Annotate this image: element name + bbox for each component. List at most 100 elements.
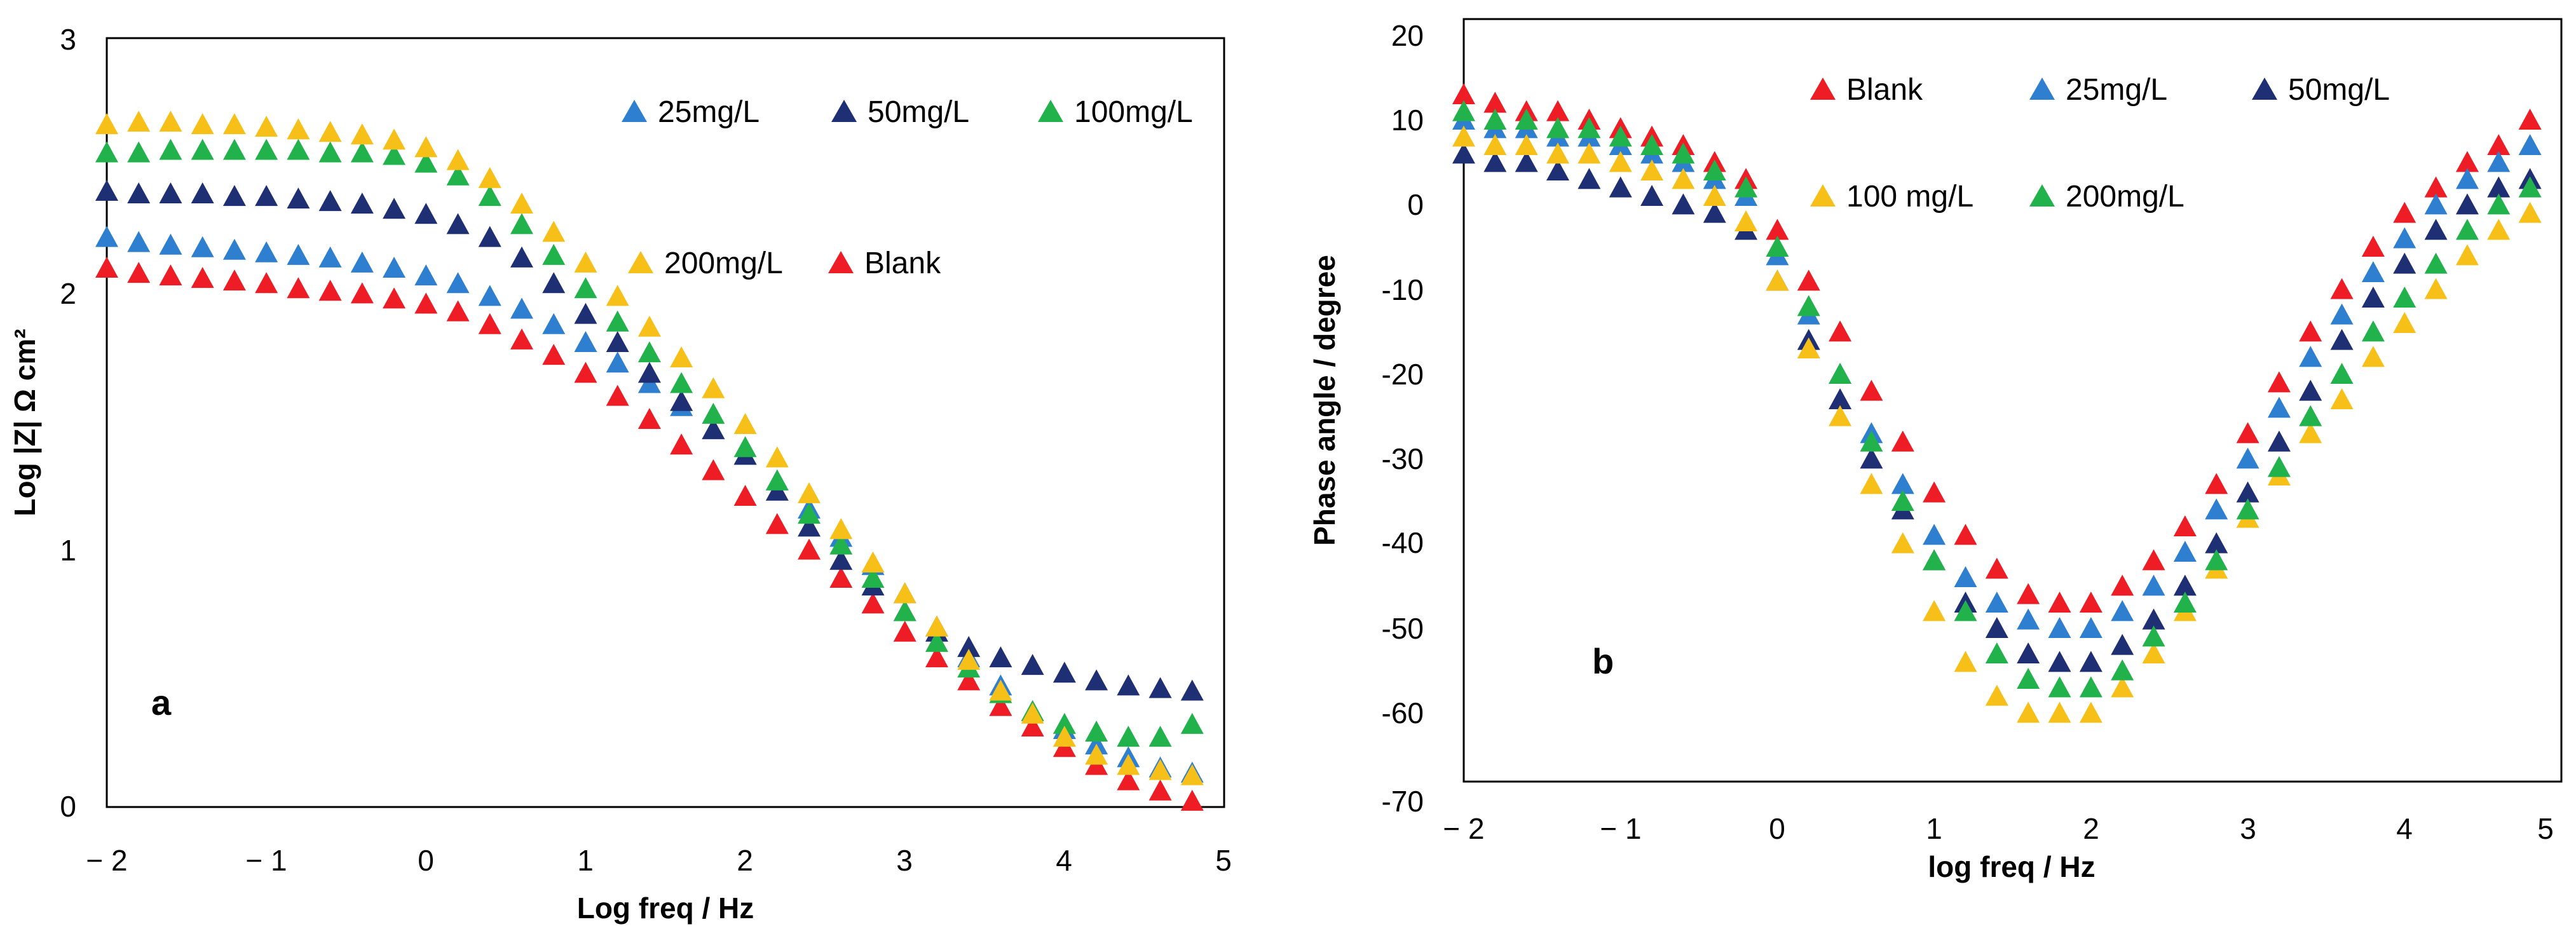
data-point-25mg-l: [606, 351, 629, 373]
data-point-50mg-l: [2111, 634, 2134, 655]
data-point-50mg-l: [2393, 252, 2416, 274]
data-point-25mg-l: [2048, 617, 2071, 638]
data-point-blank: [1117, 769, 1140, 790]
data-point-blank: [478, 313, 501, 334]
data-point-200mg-l: [1546, 142, 1570, 164]
data-point-100mg-l: [2142, 625, 2165, 647]
data-point-50mg-l: [606, 330, 629, 352]
data-point-25mg-l: [191, 236, 214, 257]
data-point-200mg-l: [989, 679, 1012, 701]
data-point-100mg-l: [2393, 287, 2416, 308]
x-axis-title-b: log freq / Hz: [1928, 850, 2095, 883]
data-point-100mg-l: [733, 436, 757, 458]
data-point-50mg-l: [350, 193, 374, 214]
data-point-25mg-l: [414, 264, 438, 286]
data-point-25mg-l: [478, 285, 501, 306]
data-point-200mg-l: [2518, 201, 2542, 223]
x-axis-title-a: Log freq / Hz: [577, 892, 754, 925]
x-axis-ticks-b: − 2 − 1 0 1 2 3 4 5: [1443, 812, 2553, 845]
data-point-25mg-l: [542, 313, 566, 334]
legend-marker-blank: [828, 251, 854, 273]
data-point-50mg-l: [383, 198, 406, 219]
data-point-100mg-l: [2518, 176, 2542, 198]
data-point-25mg-l: [2487, 151, 2511, 172]
data-point-50mg-l: [2455, 193, 2479, 215]
data-point-100mg-l: [1640, 134, 1664, 155]
data-point-50mg-l: [1672, 193, 1695, 215]
y-tick-label-b: -70: [1382, 785, 1424, 818]
data-point-blank: [191, 267, 214, 288]
data-point-100mg-l: [702, 402, 725, 424]
data-point-50mg-l: [2267, 430, 2291, 452]
data-point-200mg-l: [1180, 764, 1204, 785]
data-point-50mg-l: [191, 182, 214, 204]
data-point-25mg-l: [2299, 346, 2322, 367]
y-tick-label-b: 10: [1391, 104, 1424, 137]
data-point-100mg-l: [191, 139, 214, 160]
data-point-50mg-l: [1452, 142, 1475, 164]
data-point-200mg-l: [574, 251, 597, 273]
data-point-blank: [414, 292, 438, 314]
data-point-25mg-l: [2017, 608, 2040, 630]
data-point-blank: [1891, 430, 1914, 452]
data-point-200mg-l: [2330, 388, 2354, 409]
data-point-blank: [1766, 219, 1789, 240]
data-point-50mg-l: [510, 246, 533, 268]
y-tick-label-a: 1: [60, 534, 76, 567]
data-point-25mg-l: [2267, 397, 2291, 418]
data-point-100mg-l: [1117, 726, 1140, 747]
data-point-blank: [95, 257, 118, 278]
data-point-100mg-l: [1180, 712, 1204, 734]
data-point-blank: [255, 272, 278, 294]
data-point-200mg-l: [2079, 702, 2102, 723]
data-point-100mg-l: [1578, 117, 1601, 139]
data-point-25mg-l: [1923, 524, 1946, 545]
x-axis-ticks-a: − 2 − 1 0 1 2 3 4 5: [86, 844, 1231, 877]
data-point-100mg-l: [510, 213, 533, 234]
data-point-blank: [861, 592, 885, 614]
data-point-200mg-l: [2017, 702, 2040, 723]
data-point-blank: [222, 269, 246, 291]
y-tick-label-b: -10: [1382, 273, 1424, 306]
data-point-blank: [1021, 715, 1044, 736]
data-point-200mg-l: [1766, 269, 1789, 291]
data-point-200mg-l: [670, 346, 693, 368]
data-point-100mg-l: [893, 600, 917, 621]
data-point-blank: [2518, 109, 2542, 130]
data-point-blank: [510, 328, 533, 349]
data-point-blank: [2236, 422, 2259, 444]
data-point-50mg-l: [2330, 329, 2354, 350]
data-point-blank: [127, 262, 151, 283]
legend-item-25mg-l: 25mg/L: [622, 95, 760, 129]
x-tick-label-b: 2: [2083, 812, 2099, 845]
data-point-blank: [1483, 92, 1507, 113]
data-point-200mg-l: [95, 113, 118, 135]
data-point-200mg-l: [1578, 142, 1601, 164]
data-point-blank: [989, 695, 1012, 716]
data-point-100mg-l: [637, 341, 661, 363]
data-point-100mg-l: [2236, 498, 2259, 520]
data-point-100mg-l: [861, 567, 885, 588]
data-point-50mg-l: [1860, 447, 1883, 469]
x-tick-label-b: 5: [2537, 812, 2554, 845]
data-point-50mg-l: [1578, 168, 1601, 189]
legend-marker-25mg-l: [622, 100, 647, 122]
data-point-50mg-l: [1053, 661, 1076, 683]
data-points-a: [95, 111, 1204, 811]
data-point-50mg-l: [2173, 574, 2197, 596]
data-point-blank: [159, 264, 182, 286]
data-point-blank: [829, 567, 853, 588]
legend-item-blank: Blank: [828, 247, 941, 280]
data-point-25mg-l: [383, 257, 406, 278]
data-point-25mg-l: [2173, 541, 2197, 562]
data-point-200mg-l: [925, 615, 948, 637]
data-point-50mg-l: [1148, 677, 1172, 698]
data-point-100mg-l: [1085, 721, 1108, 742]
data-point-50mg-l: [446, 213, 470, 234]
y-axis-title-b: Phase angle / degree: [1308, 255, 1341, 546]
x-tick-label-a: − 2: [86, 844, 127, 877]
data-point-blank: [446, 300, 470, 322]
data-point-blank: [2267, 371, 2291, 393]
legend-marker-50mg-l: [831, 100, 857, 122]
data-point-200mg-l: [2142, 642, 2165, 663]
